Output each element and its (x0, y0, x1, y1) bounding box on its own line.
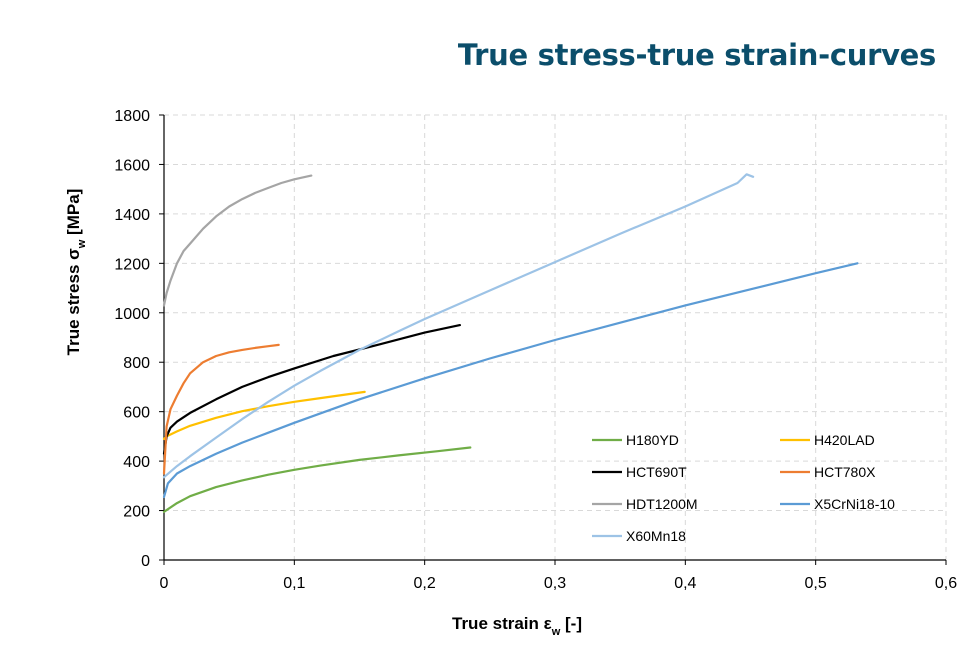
x-tick-label: 0 (160, 575, 169, 592)
x-tick-label: 0,5 (805, 575, 827, 592)
y-axis-label: True stress σw [MPa] (64, 189, 88, 356)
y-tick-label: 0 (141, 553, 150, 570)
legend-label-hct780x: HCT780X (814, 464, 876, 480)
y-tick-label: 1000 (114, 306, 150, 323)
chart-title: True stress-true strain-curves (457, 38, 936, 72)
series-line-hct690t (162, 324, 461, 455)
series-line-x5crni18-10 (162, 262, 859, 499)
y-tick-label: 1800 (114, 108, 150, 125)
x-tick-label: 0,6 (935, 575, 957, 592)
series-line-x60mn18 (162, 173, 755, 479)
y-tick-label: 1400 (114, 207, 150, 224)
x-tick-label: 0,3 (544, 575, 566, 592)
y-tick-label: 1200 (114, 256, 150, 273)
x-tick-label: 0,1 (283, 575, 305, 592)
series-line-hdt1200m (162, 174, 313, 307)
y-tick-label: 1600 (114, 157, 150, 174)
tick-labels: 0 200 400 600 800 1000 1200 1400 1600 1800 0 0,1 0,2… (114, 108, 957, 592)
gridlines (164, 114, 947, 560)
x-axis-label: True strain εw [-] (452, 614, 582, 638)
y-tick-label: 400 (123, 454, 150, 471)
series-line-hct780x (162, 343, 280, 475)
x-tick-label: 0,4 (674, 575, 696, 592)
axes (159, 114, 947, 565)
legend-label-h420lad: H420LAD (814, 432, 875, 448)
y-tick-label: 800 (123, 355, 150, 372)
series-line-h180yd (162, 446, 472, 513)
series-line-h420lad (162, 390, 366, 440)
legend-label-h180yd: H180YD (626, 432, 679, 448)
series-lines (162, 173, 859, 513)
legend-label-hdt1200m: HDT1200M (626, 496, 698, 512)
y-tick-label: 600 (123, 405, 150, 422)
legend-label-x5crni18-10: X5CrNi18-10 (814, 496, 895, 512)
y-tick-label: 200 (123, 504, 150, 521)
legend-label-x60mn18: X60Mn18 (626, 528, 686, 544)
x-tick-label: 0,2 (414, 575, 436, 592)
legend: H180YD H420LAD HCT690T HCT780X HDT1200M X5CrN… (592, 432, 895, 544)
legend-label-hct690t: HCT690T (626, 464, 687, 480)
